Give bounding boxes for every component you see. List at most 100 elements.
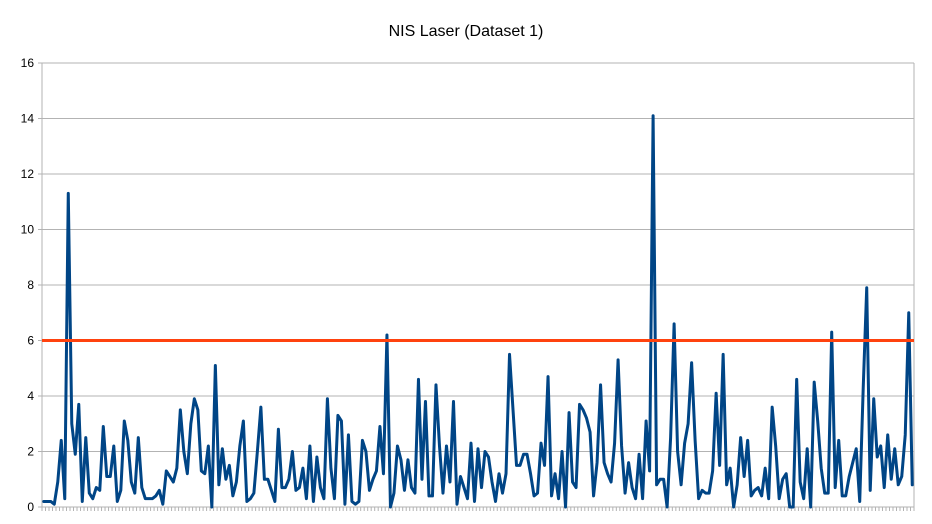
data-point	[865, 286, 868, 289]
data-point	[778, 497, 781, 500]
data-point	[196, 408, 199, 411]
data-point	[256, 450, 259, 453]
y-tick-label: 14	[21, 112, 35, 126]
data-point	[182, 450, 185, 453]
data-point	[161, 503, 164, 506]
data-point	[88, 492, 91, 495]
data-point	[732, 506, 735, 509]
data-point	[424, 400, 427, 403]
data-point	[533, 494, 536, 497]
data-point	[540, 442, 543, 445]
data-point	[858, 500, 861, 503]
data-point	[529, 472, 532, 475]
data-point	[221, 447, 224, 450]
data-point	[137, 436, 140, 439]
data-point	[701, 489, 704, 492]
gridlines	[42, 62, 914, 508]
data-point	[459, 475, 462, 478]
data-point	[771, 406, 774, 409]
data-point	[743, 475, 746, 478]
data-point	[151, 497, 154, 500]
data-point	[158, 489, 161, 492]
data-point	[193, 397, 196, 400]
data-point	[266, 478, 269, 481]
data-point	[95, 486, 98, 489]
data-point	[536, 492, 539, 495]
data-point	[231, 494, 234, 497]
data-point	[207, 444, 210, 447]
data-point	[123, 419, 126, 422]
data-point	[610, 481, 613, 484]
data-point	[757, 486, 760, 489]
data-point	[785, 472, 788, 475]
data-point	[907, 311, 910, 314]
data-point	[550, 494, 553, 497]
data-point	[336, 414, 339, 417]
data-point	[410, 486, 413, 489]
data-point	[200, 469, 203, 472]
data-point	[452, 400, 455, 403]
data-point	[900, 475, 903, 478]
data-point	[284, 486, 287, 489]
data-point	[462, 486, 465, 489]
y-tick-label: 6	[27, 334, 34, 348]
data-point	[897, 483, 900, 486]
data-point	[140, 486, 143, 489]
data-point	[364, 450, 367, 453]
data-point	[750, 494, 753, 497]
data-point	[652, 114, 655, 117]
data-point	[519, 464, 522, 467]
data-point	[582, 408, 585, 411]
plot-area	[42, 114, 914, 509]
data-point	[589, 431, 592, 434]
data-point	[827, 492, 830, 495]
data-point	[203, 472, 206, 475]
data-point	[477, 447, 480, 450]
data-point	[893, 447, 896, 450]
data-point	[816, 419, 819, 422]
data-point	[911, 483, 914, 486]
data-point	[813, 381, 816, 384]
data-point	[879, 444, 882, 447]
data-point	[60, 439, 63, 442]
data-point	[340, 419, 343, 422]
data-point	[585, 417, 588, 420]
data-point	[687, 422, 690, 425]
data-point	[105, 475, 108, 478]
chart-title: NIS Laser (Dataset 1)	[389, 23, 544, 40]
data-point	[760, 494, 763, 497]
data-point	[704, 492, 707, 495]
data-point	[578, 403, 581, 406]
data-point	[680, 483, 683, 486]
data-point	[662, 478, 665, 481]
data-point	[617, 358, 620, 361]
data-point	[603, 461, 606, 464]
data-point	[319, 486, 322, 489]
y-tick-label: 2	[27, 445, 34, 459]
data-point	[641, 497, 644, 500]
data-point	[375, 469, 378, 472]
data-point	[624, 492, 627, 495]
data-point	[764, 467, 767, 470]
data-point	[634, 497, 637, 500]
data-point	[596, 461, 599, 464]
data-point	[280, 486, 283, 489]
data-point	[473, 500, 476, 503]
data-point	[389, 506, 392, 509]
data-point	[480, 486, 483, 489]
data-point	[855, 447, 858, 450]
data-point	[711, 469, 714, 472]
data-point	[112, 444, 115, 447]
data-point	[147, 497, 150, 500]
data-point	[70, 422, 73, 425]
data-point	[382, 472, 385, 475]
y-tick-label: 10	[21, 223, 35, 237]
data-point	[186, 472, 189, 475]
data-point	[631, 486, 634, 489]
data-point	[830, 331, 833, 334]
data-point	[645, 419, 648, 422]
data-point	[886, 433, 889, 436]
data-point	[287, 478, 290, 481]
data-point	[371, 478, 374, 481]
